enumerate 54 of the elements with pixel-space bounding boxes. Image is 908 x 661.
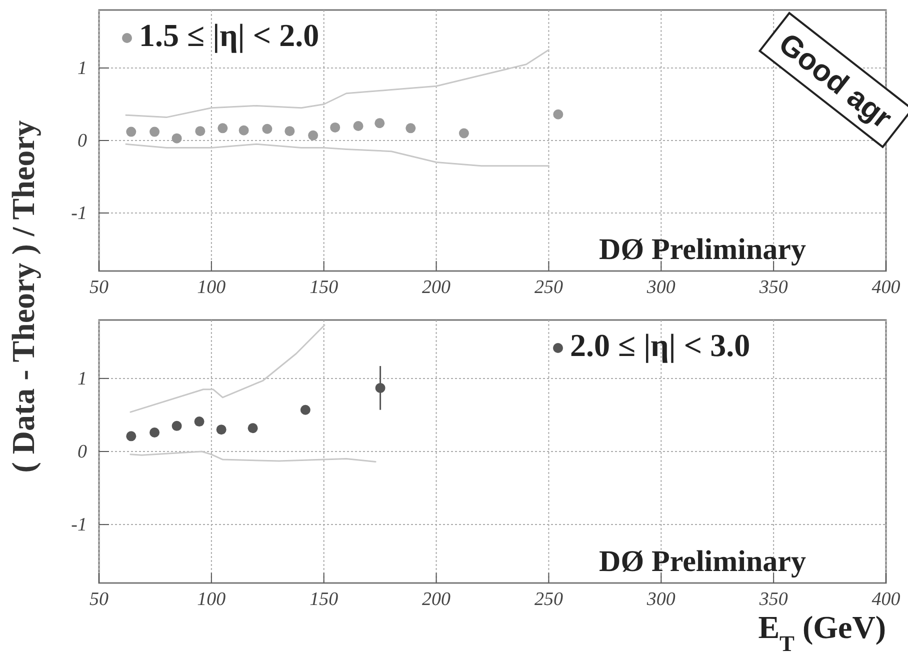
y-tick-label: -1 [71,514,87,536]
line-series [130,450,376,462]
point [238,125,249,136]
point [126,431,136,442]
annotation: DØ Preliminary [599,545,806,578]
line-series [125,143,550,167]
x-tick-label: 300 [646,277,676,298]
point [126,126,136,137]
y-tick-label: 0 [78,130,88,152]
point [374,118,385,128]
x-tick-label: 50 [90,589,109,610]
x-tick-label: 200 [422,589,452,610]
x-tick-label: 150 [310,589,339,610]
x-tick-label: 50 [90,277,109,298]
point [150,126,160,137]
point [308,130,318,140]
point [194,416,204,427]
x-tick-label: 400 [872,589,901,610]
y-tick-label: 1 [78,58,87,79]
point [172,133,182,144]
point [195,126,206,136]
y-tick-label: 1 [78,368,87,390]
x-tick-label: 350 [758,589,788,610]
legend-label: 1.5 ≤ |η| < 2.0 [139,17,320,53]
point [375,382,386,393]
x-tick-label: 350 [758,277,788,298]
point [553,109,564,120]
x-tick-label: 100 [197,589,226,610]
point [248,423,258,434]
point [262,124,272,134]
x-tick-label: 300 [646,589,676,610]
x-tick-label: 250 [534,589,564,610]
x-tick-label: 200 [422,277,452,298]
point [284,126,295,136]
point [406,123,416,134]
point [458,128,469,138]
line-series [130,324,326,413]
x-tick-label: 250 [534,277,564,298]
x-axis-title: E$_{T}$ (GeV) [758,609,886,656]
y-axis-title: ( Data - Theory ) / Theory [5,120,41,473]
y-tick-label: -1 [71,203,87,224]
x-tick-label: 150 [310,277,339,298]
x-tick-label: 400 [872,277,901,298]
legend-label: 2.0 ≤ |η| < 3.0 [570,327,750,363]
point [353,121,364,131]
x-tick-label: 100 [197,277,226,298]
point [300,404,310,415]
point [216,424,226,435]
annotation: DØ Preliminary [599,233,806,266]
y-tick-label: 0 [78,442,88,462]
point [330,122,340,132]
point [150,428,160,438]
point [218,123,228,134]
point [172,420,182,431]
